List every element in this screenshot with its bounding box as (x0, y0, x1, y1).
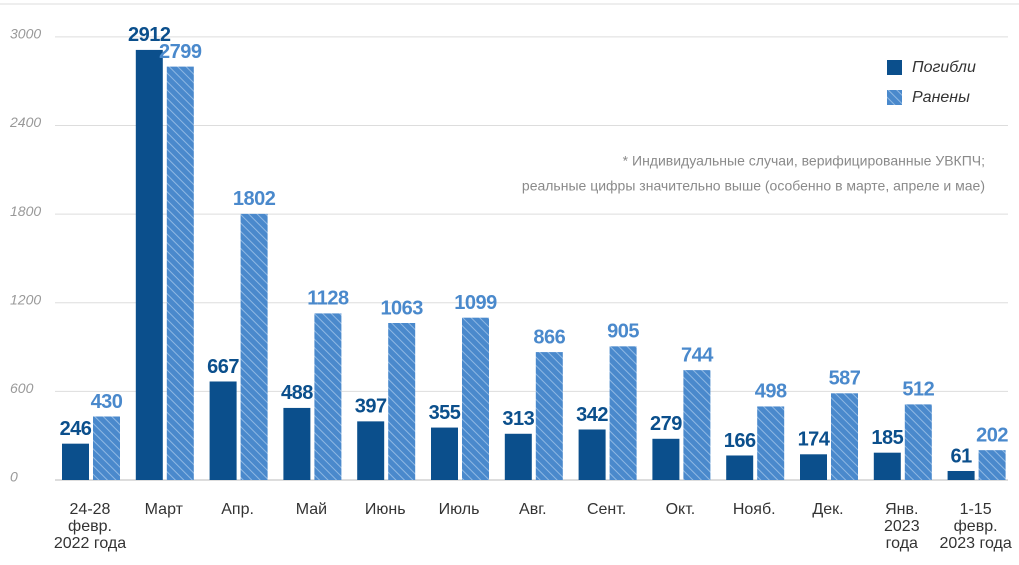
bar (947, 470, 975, 480)
bar (388, 323, 416, 480)
y-tick-label: 1800 (10, 203, 41, 219)
bar (135, 49, 163, 481)
x-tick-label: Авг. (519, 501, 547, 518)
bar (831, 393, 858, 480)
bar (726, 455, 754, 480)
bar (209, 381, 237, 480)
bar (314, 313, 342, 480)
value-label: 866 (533, 326, 565, 348)
legend-swatch (887, 90, 902, 105)
value-label: 202 (976, 424, 1008, 446)
legend-swatch (887, 60, 902, 75)
bar (283, 407, 311, 480)
bar (578, 429, 606, 480)
value-label: 61 (950, 445, 972, 467)
value-label: 166 (724, 430, 756, 452)
value-label: 397 (355, 396, 387, 418)
y-tick-label: 1200 (10, 291, 41, 307)
bar (873, 452, 901, 480)
bar (93, 416, 120, 480)
value-label: 174 (798, 429, 831, 451)
value-label: 1128 (307, 288, 349, 310)
value-label: 1802 (233, 188, 276, 210)
value-label: 246 (60, 418, 92, 440)
y-tick-label: 0 (10, 469, 18, 485)
value-label: 498 (755, 381, 787, 403)
value-label: 744 (681, 344, 714, 366)
value-label: 313 (502, 408, 534, 430)
bar (166, 66, 194, 481)
value-label: 185 (871, 427, 903, 449)
bar (431, 427, 458, 480)
bar (535, 352, 563, 480)
bar (462, 317, 489, 480)
value-label: 430 (91, 391, 123, 413)
x-tick-label: Июль (439, 501, 480, 518)
y-tick-label: 3000 (10, 26, 41, 42)
bar (609, 346, 637, 480)
bar (652, 438, 680, 480)
value-label: 587 (829, 368, 861, 390)
value-label: 488 (281, 382, 313, 404)
x-tick-label: Нояб. (733, 501, 776, 518)
value-label: 279 (650, 413, 682, 435)
x-tick-label: Дек. (812, 501, 843, 518)
x-tick-label: Сент. (587, 501, 626, 518)
value-label: 1063 (380, 297, 423, 319)
bar (357, 421, 385, 480)
x-tick-label: 1-15 февр. 2023 года (939, 501, 1011, 552)
y-tick-label: 600 (10, 380, 34, 396)
value-label: 667 (207, 356, 239, 378)
bar (800, 454, 827, 480)
x-tick-label: Янв. 2023 года (884, 501, 920, 552)
x-tick-label: Апр. (221, 501, 254, 518)
bar (504, 433, 532, 480)
bar (683, 370, 711, 480)
annotation: * Индивидуальные случаи, верифицированны… (623, 153, 985, 169)
value-label: 342 (576, 404, 608, 426)
x-tick-label: Июнь (365, 501, 406, 518)
bar (757, 406, 785, 480)
annotation: реальные цифры значительно выше (особенн… (522, 178, 985, 194)
x-tick-label: Окт. (666, 501, 696, 518)
value-label: 905 (607, 321, 639, 343)
legend-label: Погибли (912, 59, 976, 76)
bar (240, 213, 268, 480)
legend-label: Ранены (912, 89, 970, 106)
bar (904, 404, 932, 480)
x-tick-label: 24-28 февр. 2022 года (54, 501, 126, 552)
value-label: 512 (902, 379, 934, 401)
x-tick-label: Май (296, 501, 327, 518)
value-label: 2799 (159, 41, 202, 63)
bar (62, 443, 89, 480)
bar (978, 450, 1006, 480)
value-label: 355 (429, 402, 461, 424)
y-tick-label: 2400 (9, 114, 41, 130)
x-tick-label: Март (145, 501, 184, 518)
value-label: 2912 (128, 24, 171, 46)
value-label: 1099 (454, 292, 497, 314)
